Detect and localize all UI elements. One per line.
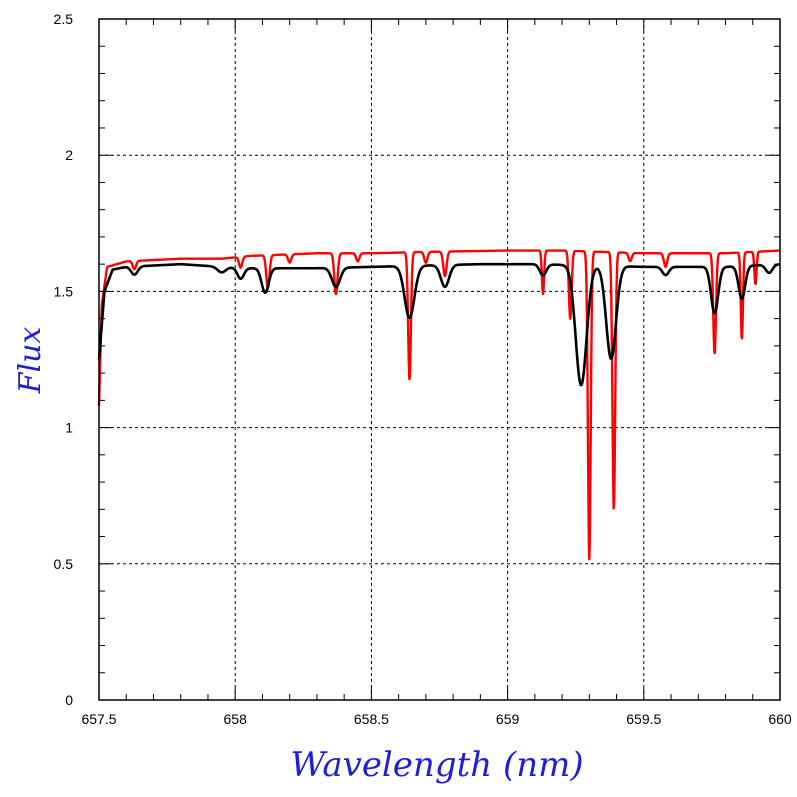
- y-tick-label: 0: [65, 692, 73, 708]
- grid-lines: [99, 19, 780, 700]
- axis-ticks: [98, 18, 781, 701]
- plot-frame: [98, 18, 781, 701]
- x-tick-label: 657.5: [81, 711, 116, 727]
- x-tick-label: 658: [224, 711, 248, 727]
- x-tick-label: 659.5: [626, 711, 661, 727]
- x-tick-labels: 657.5 658 658.5 659 659.5 660: [81, 711, 791, 727]
- series-line-black: [97, 262, 781, 387]
- y-tick-label: 2.5: [54, 11, 74, 27]
- y-axis-title: Flux: [13, 327, 48, 395]
- x-tick-label: 659: [496, 711, 520, 727]
- y-tick-label: 1: [65, 420, 73, 436]
- series-line-red: [97, 249, 781, 561]
- y-tick-label: 1.5: [54, 283, 74, 299]
- x-tick-label: 658.5: [354, 711, 389, 727]
- x-tick-label: 660: [768, 711, 792, 727]
- data-series: [97, 249, 781, 561]
- x-axis-title: Wavelength (nm): [290, 745, 583, 785]
- y-tick-labels: 0 0.5 1 1.5 2 2.5: [54, 11, 74, 708]
- y-tick-label: 2: [65, 147, 73, 163]
- y-tick-label: 0.5: [54, 556, 74, 572]
